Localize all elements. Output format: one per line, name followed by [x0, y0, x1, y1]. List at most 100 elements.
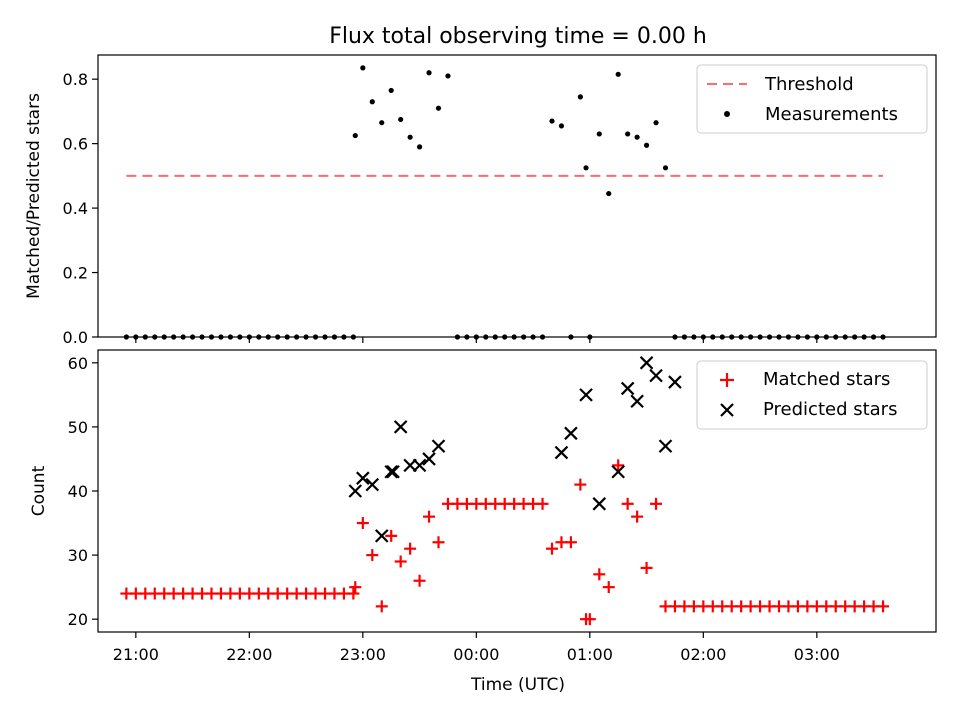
bottom-y-tick-label: 50 [68, 418, 88, 437]
legend-measurements-swatch [724, 111, 730, 117]
predicted-star-point [356, 471, 370, 485]
measurement-point [275, 334, 281, 340]
measurement-point [596, 131, 602, 137]
measurement-point [700, 334, 706, 340]
matched-stars-points [120, 459, 890, 626]
measurement-point [199, 334, 205, 340]
bottom-x-tick-label: 00:00 [453, 645, 499, 664]
top-y-tick-label: 0.8 [63, 70, 88, 89]
matched-star-point [404, 542, 417, 555]
measurement-point [227, 334, 234, 340]
legend-measurements-label: Measurements [765, 104, 898, 125]
measurement-point [246, 334, 252, 340]
measurement-point [539, 334, 546, 340]
measurement-point [369, 99, 375, 105]
top-y-tick-label: 0.6 [63, 135, 88, 154]
predicted-star-point [365, 477, 380, 492]
bottom-panel: 20 30 40 50 60 21:00 22:00 23:00 00:00 01:00 02:0… [29, 349, 937, 695]
matched-star-point [545, 542, 558, 555]
predicted-star-point [649, 368, 663, 383]
measurement-point [558, 123, 565, 129]
measurement-point [445, 73, 451, 79]
matched-star-point [356, 517, 369, 530]
predicted-star-point [564, 426, 578, 441]
measurement-point [341, 334, 347, 340]
measurement-point [379, 120, 385, 126]
bottom-y-ticks: 20 30 40 50 60 [68, 354, 98, 629]
predicted-star-point [431, 439, 446, 453]
measurement-point [662, 165, 669, 171]
legend-matched-swatch [720, 373, 734, 387]
measurement-point [208, 334, 215, 340]
measurement-point [218, 334, 224, 340]
measurement-point [133, 334, 139, 340]
legend-predicted-label: Predicted stars [763, 399, 897, 420]
measurement-point [152, 334, 158, 340]
measurement-point [804, 334, 810, 340]
top-y-tick-label: 0.4 [63, 199, 88, 218]
bottom-x-tick-label: 02:00 [680, 645, 726, 664]
bottom-y-tick-label: 30 [68, 546, 88, 565]
measurement-point [729, 334, 735, 340]
measurement-point [587, 334, 593, 340]
measurement-point [322, 334, 328, 340]
bottom-y-tick-label: 20 [68, 610, 88, 629]
predicted-star-point [374, 529, 389, 543]
matched-star-point [413, 574, 426, 587]
predicted-star-point [422, 452, 436, 466]
measurement-point [785, 334, 792, 340]
measurement-point [530, 334, 536, 340]
legend-matched-label: Matched stars [763, 369, 890, 390]
top-legend-box [696, 64, 928, 134]
measurement-point [284, 334, 290, 340]
measurement-point [672, 334, 678, 340]
measurement-point [653, 120, 659, 126]
matched-star-point [877, 600, 890, 613]
measurement-point [577, 94, 583, 100]
measurement-point [549, 118, 555, 124]
predicted-star-point [639, 356, 654, 370]
measurement-point [814, 334, 820, 340]
measurement-point [360, 65, 366, 71]
measurement-point [303, 334, 309, 340]
bottom-x-ticks: 21:00 22:00 23:00 00:00 01:00 02:00 03:00 [113, 632, 840, 664]
top-y-tick-label: 0.0 [63, 328, 88, 347]
measurement-point [842, 334, 848, 340]
measurement-point [407, 134, 413, 140]
measurement-point [625, 131, 631, 137]
measurement-point [123, 334, 129, 340]
matched-star-point [536, 497, 549, 510]
top-y-axis-label: Matched/Predicted stars [24, 93, 44, 299]
top-panel: 0.00.20.40.60.8 Matched/Predicted stars … [24, 54, 937, 347]
bottom-legend: Matched stars Predicted stars [696, 360, 928, 430]
measurement-point [473, 334, 479, 340]
measurement-point [615, 71, 621, 77]
matched-star-point [631, 510, 644, 523]
measurement-point [766, 334, 773, 340]
measurement-point [852, 334, 858, 340]
bottom-legend-box [696, 360, 928, 430]
matched-star-point [640, 561, 653, 574]
measurement-point [454, 334, 461, 340]
measurement-point [416, 144, 423, 150]
measurement-point [331, 334, 338, 340]
matched-star-point [432, 536, 445, 549]
measurement-point [691, 334, 697, 340]
measurement-point [237, 334, 243, 340]
matched-star-point [574, 478, 587, 491]
measurement-point [823, 334, 829, 340]
measurement-point [738, 334, 744, 340]
matched-star-point [375, 600, 388, 613]
measurement-point [710, 334, 716, 340]
measurement-point [492, 334, 498, 340]
measurement-point [350, 334, 356, 340]
predicted-star-point [630, 394, 644, 409]
bottom-y-axis-label: Count [29, 465, 49, 516]
measurement-point [502, 334, 508, 340]
measurement-point [294, 334, 300, 340]
predicted-star-point [658, 439, 673, 453]
measurement-point [265, 334, 271, 340]
top-legend: Threshold Measurements [696, 64, 928, 134]
matched-star-point [347, 587, 360, 600]
